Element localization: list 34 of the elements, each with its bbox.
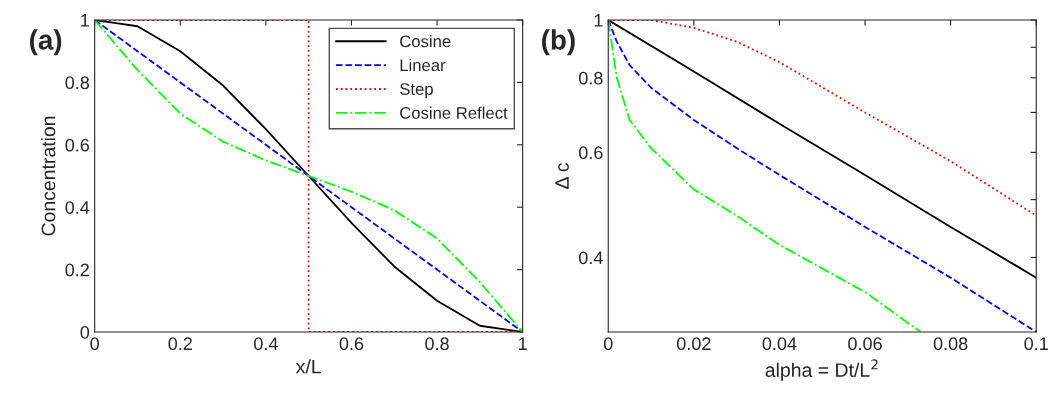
- x-axis-title: alpha = Dt/L$^{2}$: [765, 359, 878, 381]
- y-tick-label: 0.8: [578, 71, 603, 85]
- y-tick-label: 0: [80, 325, 90, 339]
- x-tick-label: 0.04: [762, 337, 797, 351]
- y-tick-label: 0.2: [65, 263, 89, 277]
- y-tick-label: 0.6: [578, 146, 603, 160]
- y-tick-label: 0.4: [578, 251, 603, 265]
- y-axis-title: Concentration: [41, 116, 56, 236]
- x-tick-label: 0: [603, 337, 613, 351]
- line-series: [608, 20, 1037, 332]
- y-tick-label: 0.6: [65, 138, 90, 152]
- x-tick-label: 0.1: [1024, 337, 1048, 351]
- y-tick-label: 1: [594, 14, 603, 27]
- y-axis-title: Δ c: [555, 162, 569, 189]
- y-tick-label: 0.8: [65, 76, 90, 90]
- x-tick-label: 0.8: [425, 337, 449, 351]
- legend-label: Cosine: [400, 35, 451, 48]
- chart-title: (b): [542, 29, 575, 56]
- x-tick-label: 1: [519, 337, 527, 350]
- x-tick-label: 0.2: [168, 337, 192, 351]
- legend-label: Step: [400, 83, 433, 99]
- y-tick-label: 1: [81, 14, 89, 27]
- x-tick-label: 0.4: [254, 337, 278, 351]
- x-tick-label: 0.6: [339, 337, 364, 351]
- x-tick-label: 0.02: [676, 337, 711, 351]
- x-tick-label: 0.06: [848, 337, 882, 351]
- legend-label: Linear: [400, 58, 446, 72]
- x-tick-label: 0: [90, 337, 99, 351]
- y-tick-label: 0.4: [65, 201, 90, 214]
- line-series: [94, 20, 523, 332]
- chart-title: (a): [30, 29, 62, 56]
- x-tick-label: 0.08: [933, 337, 968, 351]
- legend-label: Cosine Reflect: [400, 106, 508, 119]
- x-axis-title: x/L: [295, 359, 321, 374]
